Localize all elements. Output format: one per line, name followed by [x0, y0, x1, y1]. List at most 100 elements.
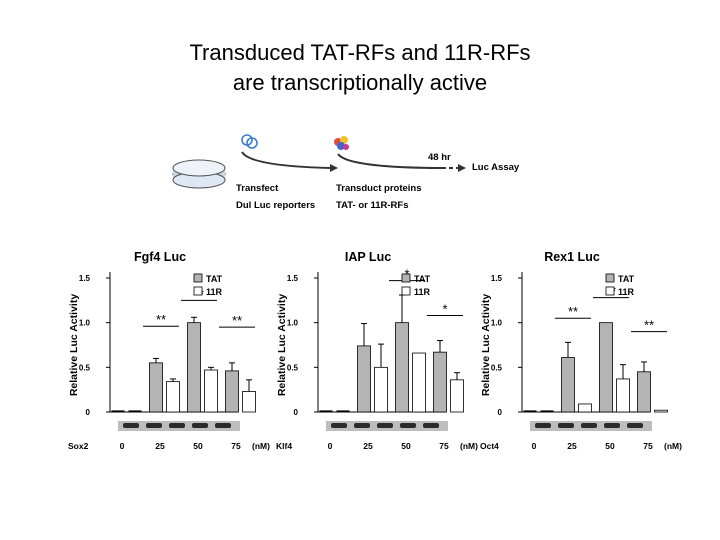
- x-tick-label: 0: [120, 441, 125, 451]
- x-tick-label: 50: [193, 441, 203, 451]
- blot-band: [627, 423, 643, 428]
- y-tick-label: 0.5: [491, 363, 503, 372]
- blot-band: [581, 423, 597, 428]
- unit-label: (nM): [252, 441, 270, 451]
- factor-label: Oct4: [480, 441, 499, 451]
- legend-label: 11R: [414, 287, 431, 297]
- bar-tat: [433, 351, 447, 413]
- y-tick-label: 0: [294, 408, 299, 417]
- bar-11r: [412, 352, 426, 413]
- bar-11r: [450, 379, 464, 413]
- blot-band: [123, 423, 139, 428]
- blot-band: [604, 423, 620, 428]
- bar-tat: [637, 371, 651, 413]
- significance-marker: **: [644, 318, 654, 333]
- bar-11r: [166, 381, 180, 413]
- blot-band: [354, 423, 370, 428]
- y-tick-label: 0: [498, 408, 503, 417]
- blot-band: [331, 423, 347, 428]
- x-tick-label: 0: [328, 441, 333, 451]
- unit-label: (nM): [460, 441, 478, 451]
- bar-tat: [599, 322, 613, 413]
- fgf4-luc-chart: Fgf4 Luc Relative Luc Activity 0 0.5 1.0 1.5 *…: [68, 250, 270, 451]
- transduct-label: Transduct proteins: [336, 183, 422, 194]
- y-tick-label: 1.5: [287, 274, 299, 283]
- bar-tat: [395, 322, 409, 413]
- bar-11r: [578, 403, 592, 413]
- blot-band: [169, 423, 185, 428]
- legend-label: TAT: [414, 274, 431, 284]
- significance-marker: **: [156, 312, 166, 327]
- bar-tat: [149, 362, 163, 413]
- time-label: 48 hr: [428, 152, 451, 163]
- y-tick-label: 1.0: [79, 319, 91, 328]
- luc-assay-label: Luc Assay: [472, 162, 520, 173]
- legend-label: 11R: [618, 287, 635, 297]
- y-tick-label: 0.5: [287, 363, 299, 372]
- bar-tat: [187, 322, 201, 413]
- x-tick-label: 50: [605, 441, 615, 451]
- x-tick-label: 0: [532, 441, 537, 451]
- chart-title: Rex1 Luc: [544, 250, 600, 264]
- factor-label: Sox2: [68, 441, 89, 451]
- reporter-label: Dul Luc reporters: [236, 200, 316, 211]
- chart-title: Fgf4 Luc: [134, 250, 186, 264]
- y-tick-label: 0.5: [79, 363, 91, 372]
- factor-label: Klf4: [276, 441, 292, 451]
- transfect-label: Transfect: [236, 183, 279, 194]
- bar-tat: [225, 370, 239, 413]
- legend-swatch: [605, 286, 615, 296]
- x-tick-label: 25: [363, 441, 373, 451]
- legend-swatch: [605, 273, 615, 283]
- blot-band: [146, 423, 162, 428]
- unit-label: (nM): [664, 441, 682, 451]
- significance-marker: **: [568, 304, 578, 319]
- bar-11r: [242, 391, 256, 413]
- blot-band: [192, 423, 208, 428]
- blot-band: [400, 423, 416, 428]
- y-axis-label: Relative Luc Activity: [480, 294, 492, 396]
- bar-11r: [654, 409, 668, 413]
- bar-11r: [204, 369, 218, 413]
- y-tick-label: 1.0: [287, 319, 299, 328]
- x-tick-label: 25: [155, 441, 165, 451]
- x-tick-label: 25: [567, 441, 577, 451]
- x-tick-label: 75: [231, 441, 241, 451]
- bar-11r: [374, 366, 388, 413]
- slide-title-line1: Transduced TAT-RFs and 11R-RFs: [189, 40, 531, 65]
- significance-marker: **: [232, 313, 242, 328]
- y-tick-label: 1.0: [491, 319, 503, 328]
- blot-band: [558, 423, 574, 428]
- plasmid-icon: [241, 134, 258, 149]
- rex1-luc-chart: Rex1 Luc Relative Luc Activity 0 0.5 1.0 1.5 *…: [480, 250, 682, 451]
- legend-label: TAT: [206, 274, 223, 284]
- legend-label: 11R: [206, 287, 223, 297]
- y-tick-label: 1.5: [79, 274, 91, 283]
- y-axis-label: Relative Luc Activity: [276, 294, 288, 396]
- culture-dish-icon: [172, 159, 226, 189]
- transfect-arrow-icon: [241, 151, 331, 169]
- significance-marker: *: [442, 302, 447, 317]
- legend-swatch: [193, 286, 203, 296]
- proteins-label: TAT- or 11R-RFs: [336, 200, 409, 211]
- protein-icon: [334, 136, 349, 150]
- y-tick-label: 1.5: [491, 274, 503, 283]
- legend-swatch: [401, 286, 411, 296]
- bar-tat: [561, 357, 575, 413]
- legend-swatch: [193, 273, 203, 283]
- bar-11r: [616, 378, 630, 413]
- y-tick-label: 0: [86, 408, 91, 417]
- slide-title-line2: are transcriptionally active: [232, 70, 488, 95]
- y-axis-label: Relative Luc Activity: [68, 294, 80, 396]
- blot-band: [215, 423, 231, 428]
- x-tick-label: 50: [401, 441, 411, 451]
- blot-band: [377, 423, 393, 428]
- bar-tat: [357, 345, 371, 413]
- legend-label: TAT: [618, 274, 635, 284]
- blot-band: [423, 423, 439, 428]
- blot-band: [535, 423, 551, 428]
- x-tick-label: 75: [643, 441, 653, 451]
- chart-title: IAP Luc: [345, 250, 391, 264]
- legend-swatch: [401, 273, 411, 283]
